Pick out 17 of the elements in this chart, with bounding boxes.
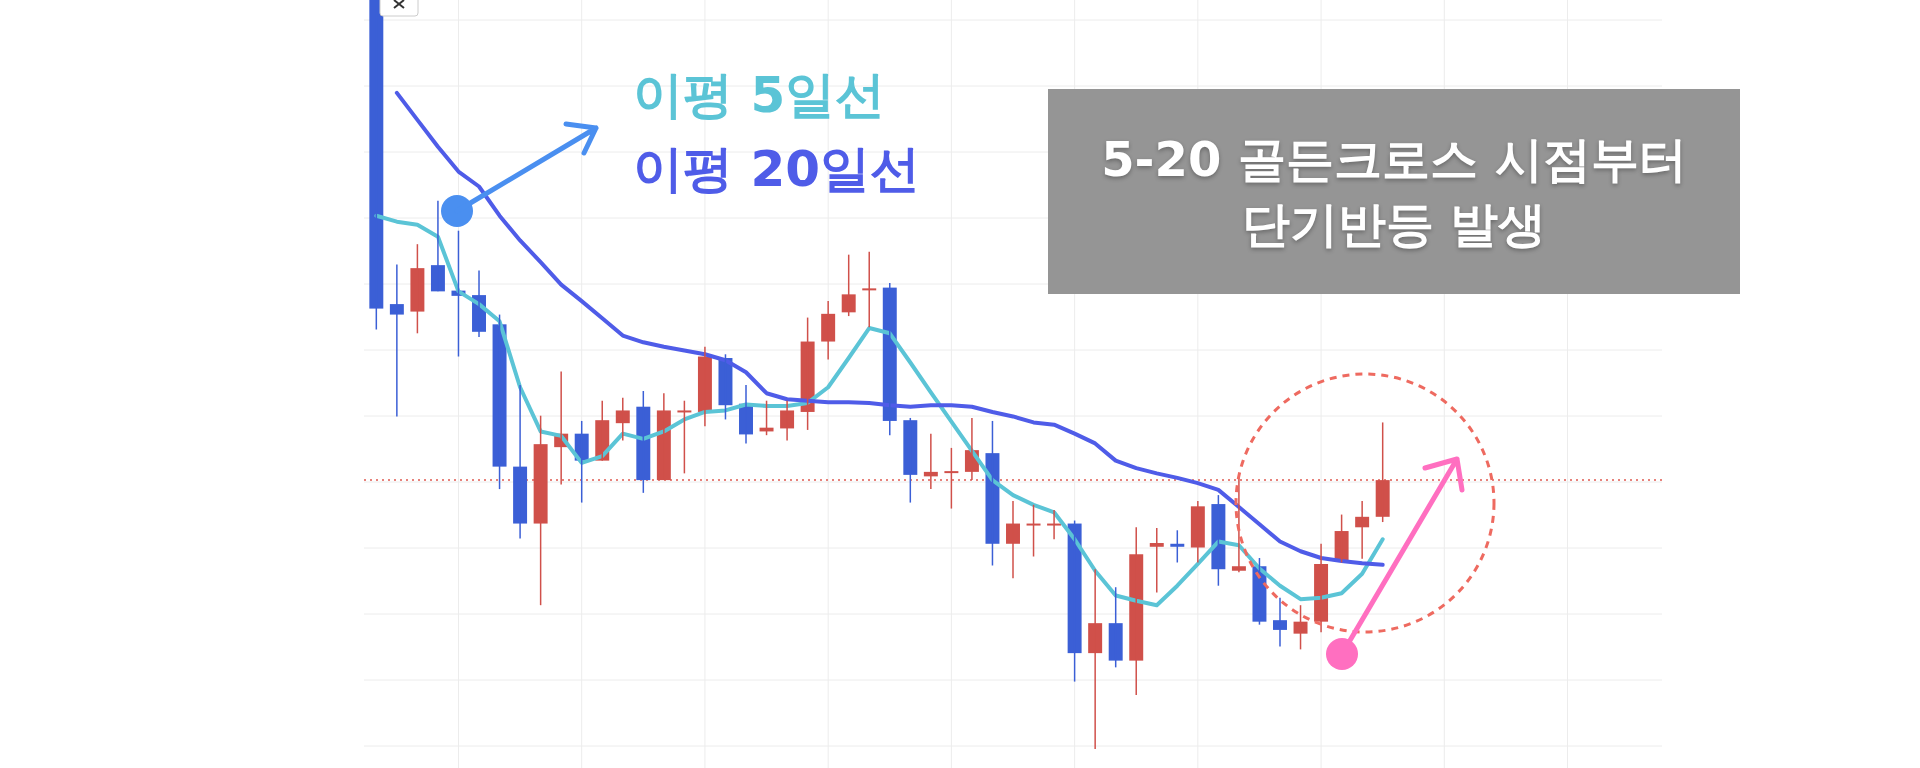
text: 이평 5일선 — [633, 66, 886, 124]
candlestick — [369, 0, 384, 331]
candlestick — [841, 253, 856, 317]
candlestick — [533, 414, 548, 606]
text: 5-20 골든크로스 시점부터 단기반등 발생 — [1048, 89, 1740, 294]
candlestick — [1026, 504, 1041, 558]
candlestick — [944, 447, 959, 510]
candlestick — [903, 417, 918, 504]
text: 이평 20일선 — [633, 140, 920, 198]
candlestick — [1170, 529, 1185, 564]
candlestick — [410, 243, 425, 335]
candlestick — [1149, 527, 1164, 594]
candlestick — [389, 263, 404, 418]
candlestick — [1108, 586, 1123, 669]
candlestick — [1293, 604, 1308, 651]
candlestick — [677, 399, 692, 475]
candlestick — [1375, 421, 1390, 523]
